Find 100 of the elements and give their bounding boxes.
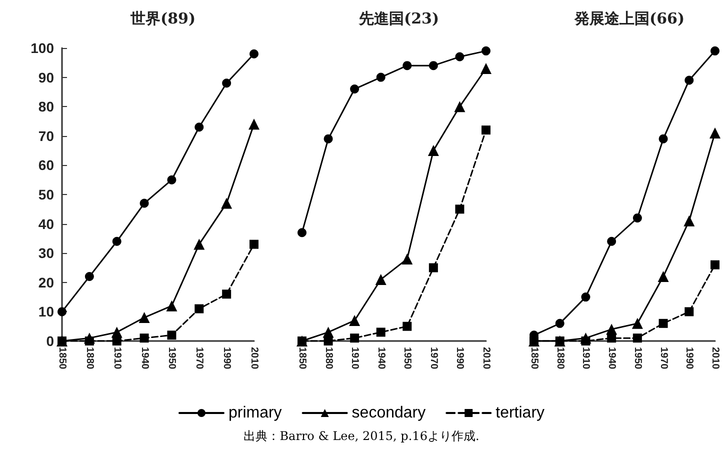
x-tick-label: 1910 [111,347,122,370]
y-tick-label: 20 [38,274,54,290]
point [58,307,66,316]
point [350,334,360,343]
y-tick-label: 10 [38,304,54,320]
point [555,318,564,328]
point [581,336,590,346]
x-tick-label: 2010 [480,347,492,370]
legend-label: secondary [352,404,426,422]
point [632,334,642,343]
point [632,318,643,329]
x-tick-label: 1850 [296,347,308,370]
x-tick-label: 1990 [454,347,466,370]
point [248,118,260,130]
point [140,198,149,208]
source-note: 出典：Barro & Lee, 2015, p.16より作成. [244,429,480,443]
y-tick-label: 80 [38,98,54,115]
y-tick-label: 90 [38,69,54,86]
point [221,198,232,209]
point [581,292,590,302]
legend-label: primary [228,404,282,422]
point [222,290,232,299]
point [112,336,122,346]
point [140,334,149,343]
chart-title: 発展途上国(66) [573,10,685,28]
x-tick-label: 1950 [632,347,643,370]
point [349,314,360,326]
point [84,336,94,346]
y-tick-label: 40 [38,216,54,232]
x-tick-label: 2010 [248,347,260,370]
y-tick-label: 50 [38,186,54,202]
x-tick-label: 1950 [402,347,413,370]
point [250,49,258,58]
point [167,330,176,340]
point [428,61,438,70]
point [167,175,176,184]
point [658,134,668,144]
point [684,307,694,316]
y-tick-label: 60 [38,157,54,174]
x-tick-label: 1970 [194,347,205,370]
point [480,63,492,74]
x-tick-label: 1970 [428,347,439,370]
point [402,322,412,331]
point [250,240,258,249]
point [112,236,122,246]
x-tick-label: 1970 [658,347,669,370]
point [298,228,306,238]
point [376,328,386,337]
x-tick-label: 1850 [528,347,540,370]
x-tick-label: 1940 [375,347,386,370]
chart-title: 先進国(23) [358,10,440,28]
y-tick-label: 30 [38,245,54,262]
point [402,61,412,70]
point [455,204,464,214]
x-tick-label: 1880 [84,347,95,370]
point [607,334,616,343]
point [350,84,360,94]
x-tick-label: 1910 [349,347,360,370]
chart-title: 世界(89) [129,10,196,28]
point [454,101,466,112]
point [166,300,178,312]
point [194,304,204,314]
legend-label: tertiary [496,404,545,422]
point [684,215,695,226]
point [324,134,333,144]
point [607,236,616,246]
x-tick-label: 1990 [684,347,695,370]
point [632,213,642,222]
point [482,126,490,135]
point [482,46,490,56]
x-tick-label: 1940 [606,347,618,370]
x-tick-label: 1910 [580,347,592,370]
point [710,260,720,270]
point [324,336,333,346]
x-tick-label: 1990 [221,347,232,370]
point [222,78,232,88]
point [376,72,386,82]
point [428,263,438,272]
x-tick-label: 1850 [56,347,68,370]
x-tick-label: 1940 [138,347,150,370]
point [710,127,720,138]
point [428,145,439,156]
y-tick-label: 0 [46,333,54,349]
point [194,122,204,132]
x-tick-label: 1950 [166,347,178,370]
point [710,46,720,56]
point [84,272,94,282]
point [402,253,413,264]
y-tick-label: 70 [38,128,54,144]
point [658,318,668,328]
point [658,271,669,282]
x-tick-label: 2010 [710,347,720,370]
point [455,52,464,62]
point [375,274,386,285]
x-tick-label: 1880 [322,347,334,370]
x-tick-label: 1880 [554,347,566,370]
point [138,312,150,324]
point [684,76,694,85]
point [194,238,205,250]
y-tick-label: 100 [30,40,54,56]
